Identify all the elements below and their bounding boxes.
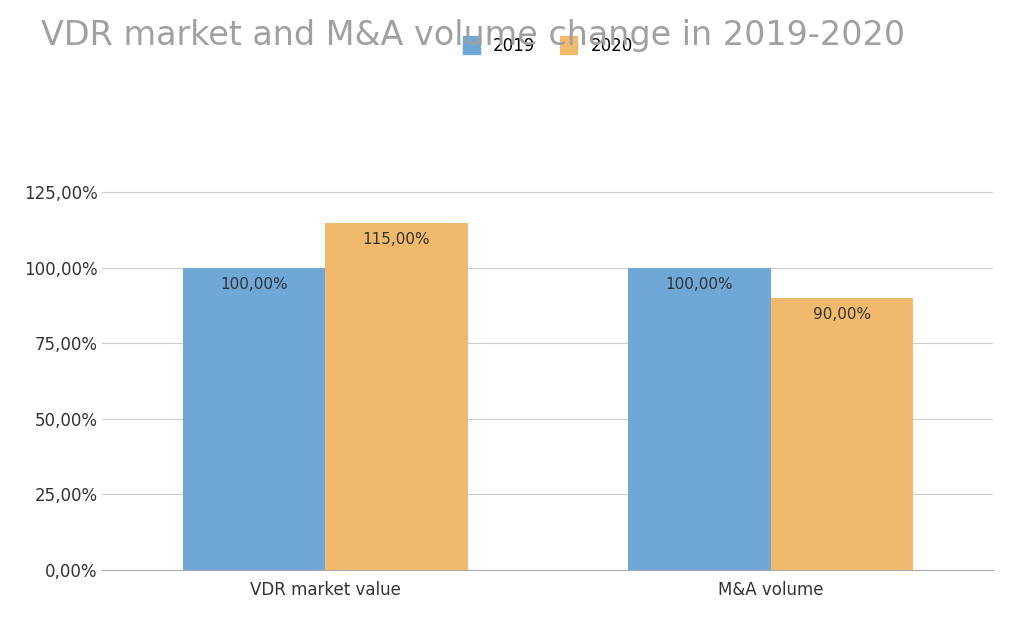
Text: 100,00%: 100,00%: [666, 277, 733, 292]
Text: 90,00%: 90,00%: [813, 307, 870, 322]
Text: 100,00%: 100,00%: [220, 277, 288, 292]
Bar: [182, 268, 326, 570]
Text: VDR market and M&A volume change in 2019-2020: VDR market and M&A volume change in 2019…: [41, 19, 905, 52]
Legend: 2019, 2020: 2019, 2020: [463, 37, 633, 54]
Text: 115,00%: 115,00%: [362, 232, 430, 247]
Bar: [326, 223, 468, 570]
Bar: [770, 298, 913, 570]
Bar: [628, 268, 770, 570]
